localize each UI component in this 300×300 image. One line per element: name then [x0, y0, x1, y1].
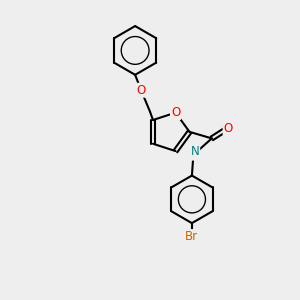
Text: O: O	[136, 84, 146, 97]
Text: H: H	[190, 150, 197, 160]
Text: O: O	[171, 106, 180, 119]
Text: N: N	[190, 145, 199, 158]
Text: Br: Br	[185, 230, 199, 243]
Text: O: O	[224, 122, 233, 134]
